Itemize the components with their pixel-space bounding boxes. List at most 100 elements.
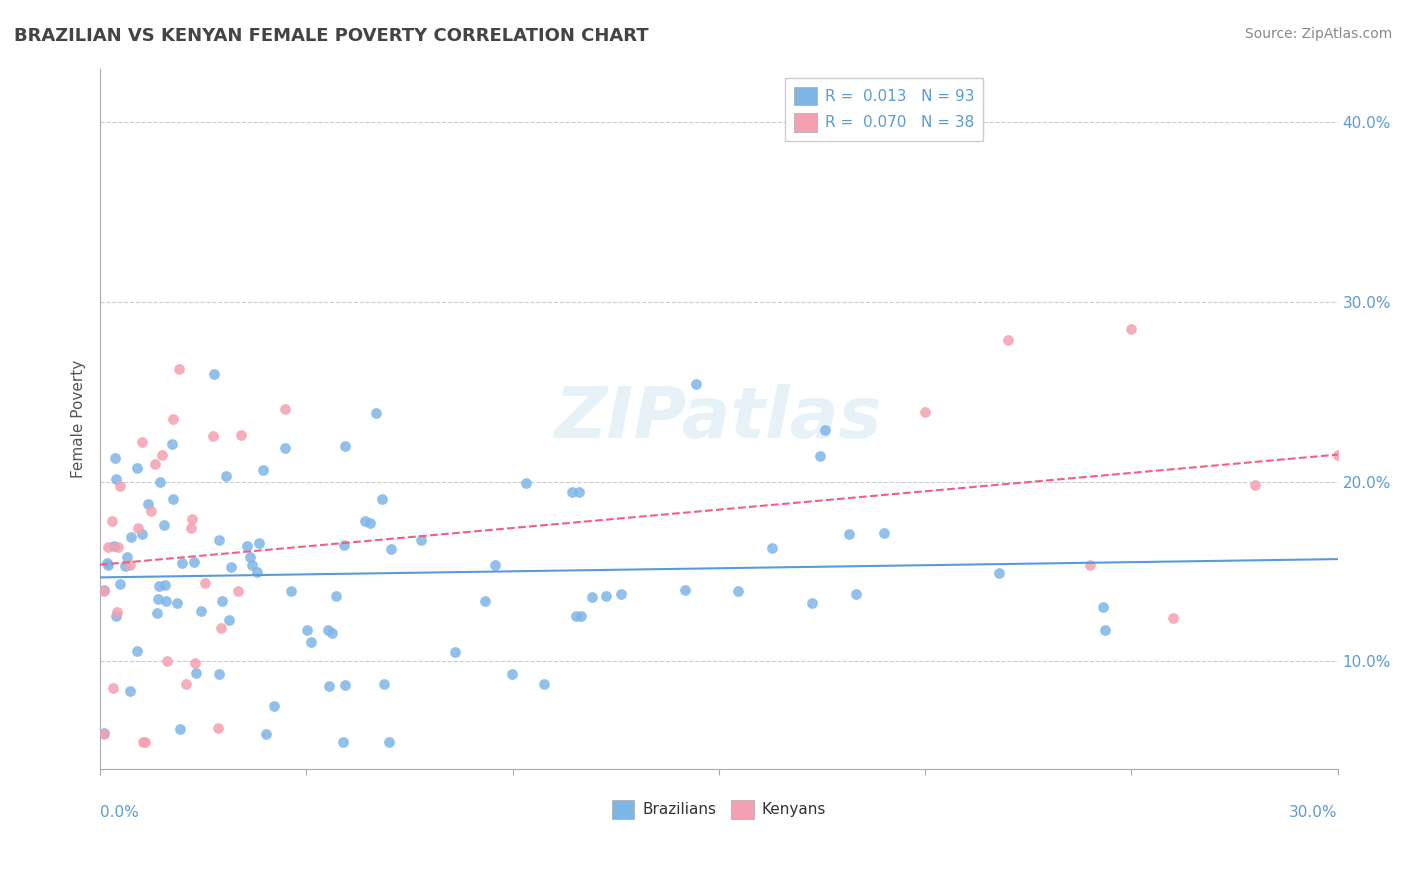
Point [115,550,138,565]
Point [581,590,603,604]
Legend: Brazilians, Kenyans: Brazilians, Kenyans [606,794,832,825]
Point [218,613,240,627]
Point [207,533,229,547]
Text: 0.0%: 0.0% [100,805,139,820]
Point [1121,322,1143,336]
Point [873,525,896,540]
Point [254,727,277,741]
Point [316,623,339,637]
Point [103,539,125,553]
Point [160,437,183,451]
Point [838,526,860,541]
Point [104,451,127,466]
Point [274,402,297,417]
Point [183,555,205,569]
Point [501,667,523,681]
Point [101,514,124,528]
Point [252,463,274,477]
Point [371,491,394,506]
Point [484,558,506,572]
Point [125,643,148,657]
Point [378,735,401,749]
Point [155,654,177,668]
Point [208,666,231,681]
Point [162,412,184,426]
Point [236,539,259,553]
Y-axis label: Female Poverty: Female Poverty [72,359,86,478]
Point [207,721,229,735]
Point [808,449,831,463]
Point [153,578,176,592]
Point [120,530,142,544]
Point [148,578,170,592]
Point [136,497,159,511]
Point [172,556,194,570]
Point [845,587,868,601]
Point [409,533,432,548]
Point [373,677,395,691]
Point [146,591,169,606]
Point [988,566,1011,580]
Point [515,475,537,490]
Point [162,492,184,507]
Point [211,594,233,608]
Point [295,623,318,637]
Point [335,440,357,454]
Point [280,583,302,598]
Point [93,726,115,740]
Point [166,596,188,610]
Point [149,475,172,489]
Point [685,376,707,391]
Point [1094,623,1116,637]
Point [143,458,166,472]
Point [93,582,115,597]
Point [202,367,225,381]
Point [761,541,783,555]
Point [105,606,128,620]
Point [194,575,217,590]
Point [609,587,631,601]
Point [239,550,262,565]
Point [263,699,285,714]
Point [247,536,270,550]
Point [183,657,205,671]
Point [209,621,232,635]
Point [226,583,249,598]
Point [167,362,190,376]
Point [107,540,129,554]
Point [353,514,375,528]
Text: 30.0%: 30.0% [1289,805,1337,820]
Point [1092,600,1115,615]
Point [132,735,155,749]
Point [96,557,118,571]
Point [565,609,588,624]
Point [118,684,141,698]
Point [127,521,149,535]
Point [325,589,347,603]
Point [299,635,322,649]
Point [380,542,402,557]
Point [141,504,163,518]
Point [561,485,583,500]
Point [444,645,467,659]
Point [105,472,128,486]
Point [914,405,936,419]
Point [366,406,388,420]
Point [202,428,225,442]
Point [533,677,555,691]
Point [125,460,148,475]
Point [215,468,238,483]
Point [1326,448,1348,462]
Point [93,584,115,599]
Point [321,626,343,640]
Point [152,518,174,533]
Point [332,735,354,749]
Point [1244,478,1267,492]
Point [181,512,204,526]
Point [190,604,212,618]
Point [134,735,156,749]
Point [108,577,131,591]
Point [118,558,141,572]
Point [595,589,617,603]
Point [727,583,749,598]
